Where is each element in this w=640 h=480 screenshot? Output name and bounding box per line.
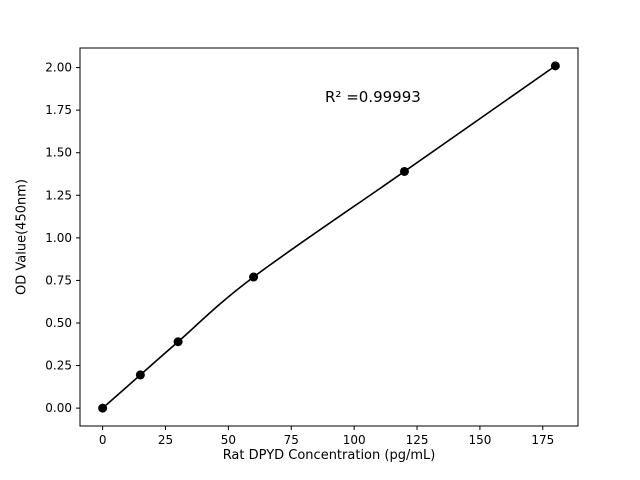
y-tick-label: 1.00 xyxy=(45,231,72,245)
data-point xyxy=(399,166,409,176)
y-axis-label: OD Value(450nm) xyxy=(14,179,30,295)
data-point xyxy=(550,61,560,71)
x-tick-label: 25 xyxy=(158,433,173,447)
x-tick-label: 75 xyxy=(284,433,299,447)
data-point xyxy=(98,403,108,413)
x-tick-label: 50 xyxy=(221,433,236,447)
x-tick-label: 175 xyxy=(531,433,554,447)
y-tick-label: 0.50 xyxy=(45,316,72,330)
x-tick-label: 150 xyxy=(468,433,491,447)
y-tick-label: 0.00 xyxy=(45,401,72,415)
y-tick-label: 2.00 xyxy=(45,61,72,75)
y-tick-label: 0.25 xyxy=(45,359,72,373)
y-tick-label: 1.25 xyxy=(45,188,72,202)
r-squared-annotation: R² =0.99993 xyxy=(325,88,421,106)
data-point xyxy=(249,272,259,282)
data-point xyxy=(135,370,145,380)
x-tick-label: 125 xyxy=(406,433,429,447)
x-tick-label: 0 xyxy=(99,433,107,447)
x-tick-label: 100 xyxy=(343,433,366,447)
axes-spines xyxy=(79,47,579,427)
y-tick-label: 1.50 xyxy=(45,146,72,160)
x-axis-label: Rat DPYD Concentration (pg/mL) xyxy=(222,448,436,463)
fit-curve xyxy=(102,65,556,409)
y-tick-label: 1.75 xyxy=(45,103,72,117)
data-point xyxy=(173,337,183,347)
y-tick-label: 0.75 xyxy=(45,273,72,287)
